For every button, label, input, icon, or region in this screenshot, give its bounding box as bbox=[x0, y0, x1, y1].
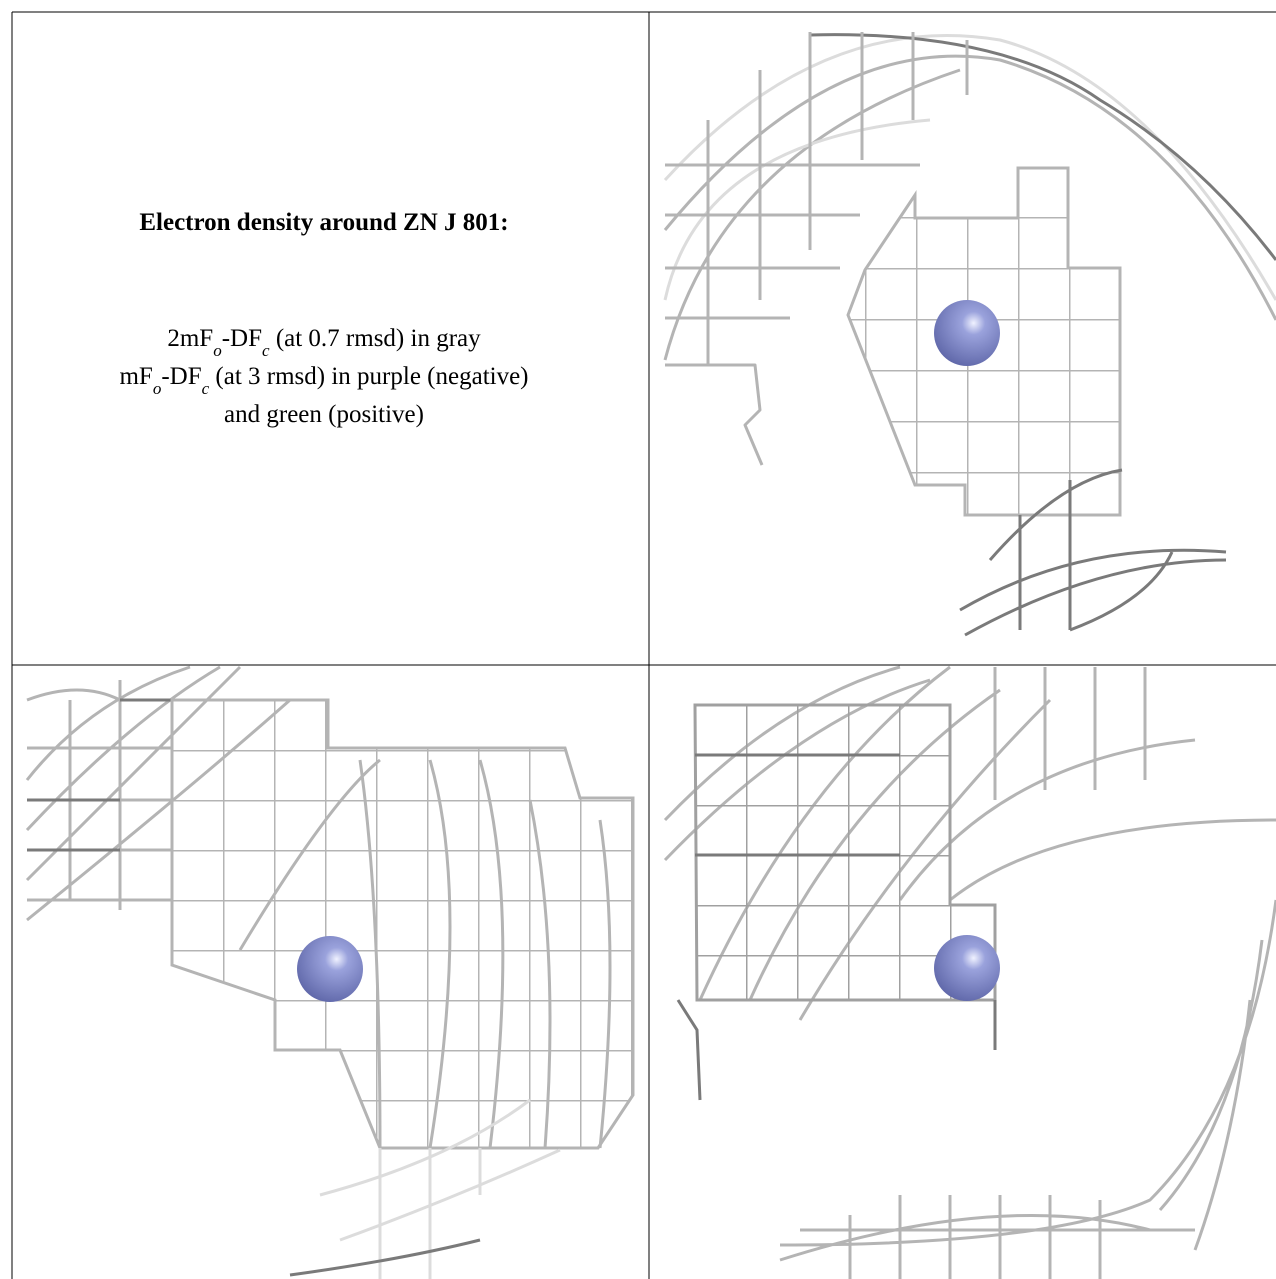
mesh-arc bbox=[663, 54, 1276, 321]
mesh-lines bbox=[779, 899, 1276, 1279]
caption-line: and green (positive) bbox=[224, 401, 424, 428]
mesh-arc bbox=[663, 34, 1276, 301]
mesh-lines bbox=[319, 1098, 561, 1279]
mesh-grid bbox=[665, 32, 969, 466]
mesh-arc bbox=[663, 68, 961, 361]
caption: Electron density around ZN J 801: 2mFo-D… bbox=[119, 209, 528, 428]
caption-text: -DF bbox=[222, 325, 262, 352]
subscript: o bbox=[153, 379, 162, 398]
caption-text: (at 3 rmsd) in purple (negative) bbox=[209, 363, 528, 390]
caption-line: mFo-DFc (at 3 rmsd) in purple (negative) bbox=[119, 363, 528, 398]
subscript: o bbox=[213, 341, 222, 360]
caption-text: and green (positive) bbox=[224, 401, 424, 428]
caption-line: 2mFo-DFc (at 0.7 rmsd) in gray bbox=[167, 325, 481, 360]
mesh-grid bbox=[170, 698, 635, 1150]
density-view-bottom-right bbox=[663, 665, 1276, 1279]
subscript: c bbox=[262, 341, 270, 360]
mesh-lines bbox=[676, 753, 997, 1101]
zinc-atom bbox=[934, 300, 1000, 366]
density-view-bottom-left bbox=[25, 665, 635, 1279]
subscript: c bbox=[202, 379, 210, 398]
mesh-lines bbox=[27, 698, 172, 852]
caption-text: mF bbox=[119, 363, 152, 390]
density-view-top-right bbox=[663, 32, 1276, 637]
mesh-arc bbox=[959, 468, 1227, 637]
mesh-lines bbox=[238, 758, 612, 1149]
zinc-atom bbox=[297, 936, 363, 1002]
caption-text: (at 0.7 rmsd) in gray bbox=[270, 325, 482, 352]
caption-title: Electron density around ZN J 801: bbox=[139, 209, 508, 236]
caption-text: 2mF bbox=[167, 325, 213, 352]
mesh-arc bbox=[809, 33, 1276, 261]
mesh-lines bbox=[289, 1238, 481, 1277]
mesh-grid bbox=[693, 703, 997, 1002]
caption-text: -DF bbox=[161, 363, 201, 390]
zinc-atom bbox=[934, 935, 1000, 1001]
mesh-arc bbox=[663, 118, 931, 301]
